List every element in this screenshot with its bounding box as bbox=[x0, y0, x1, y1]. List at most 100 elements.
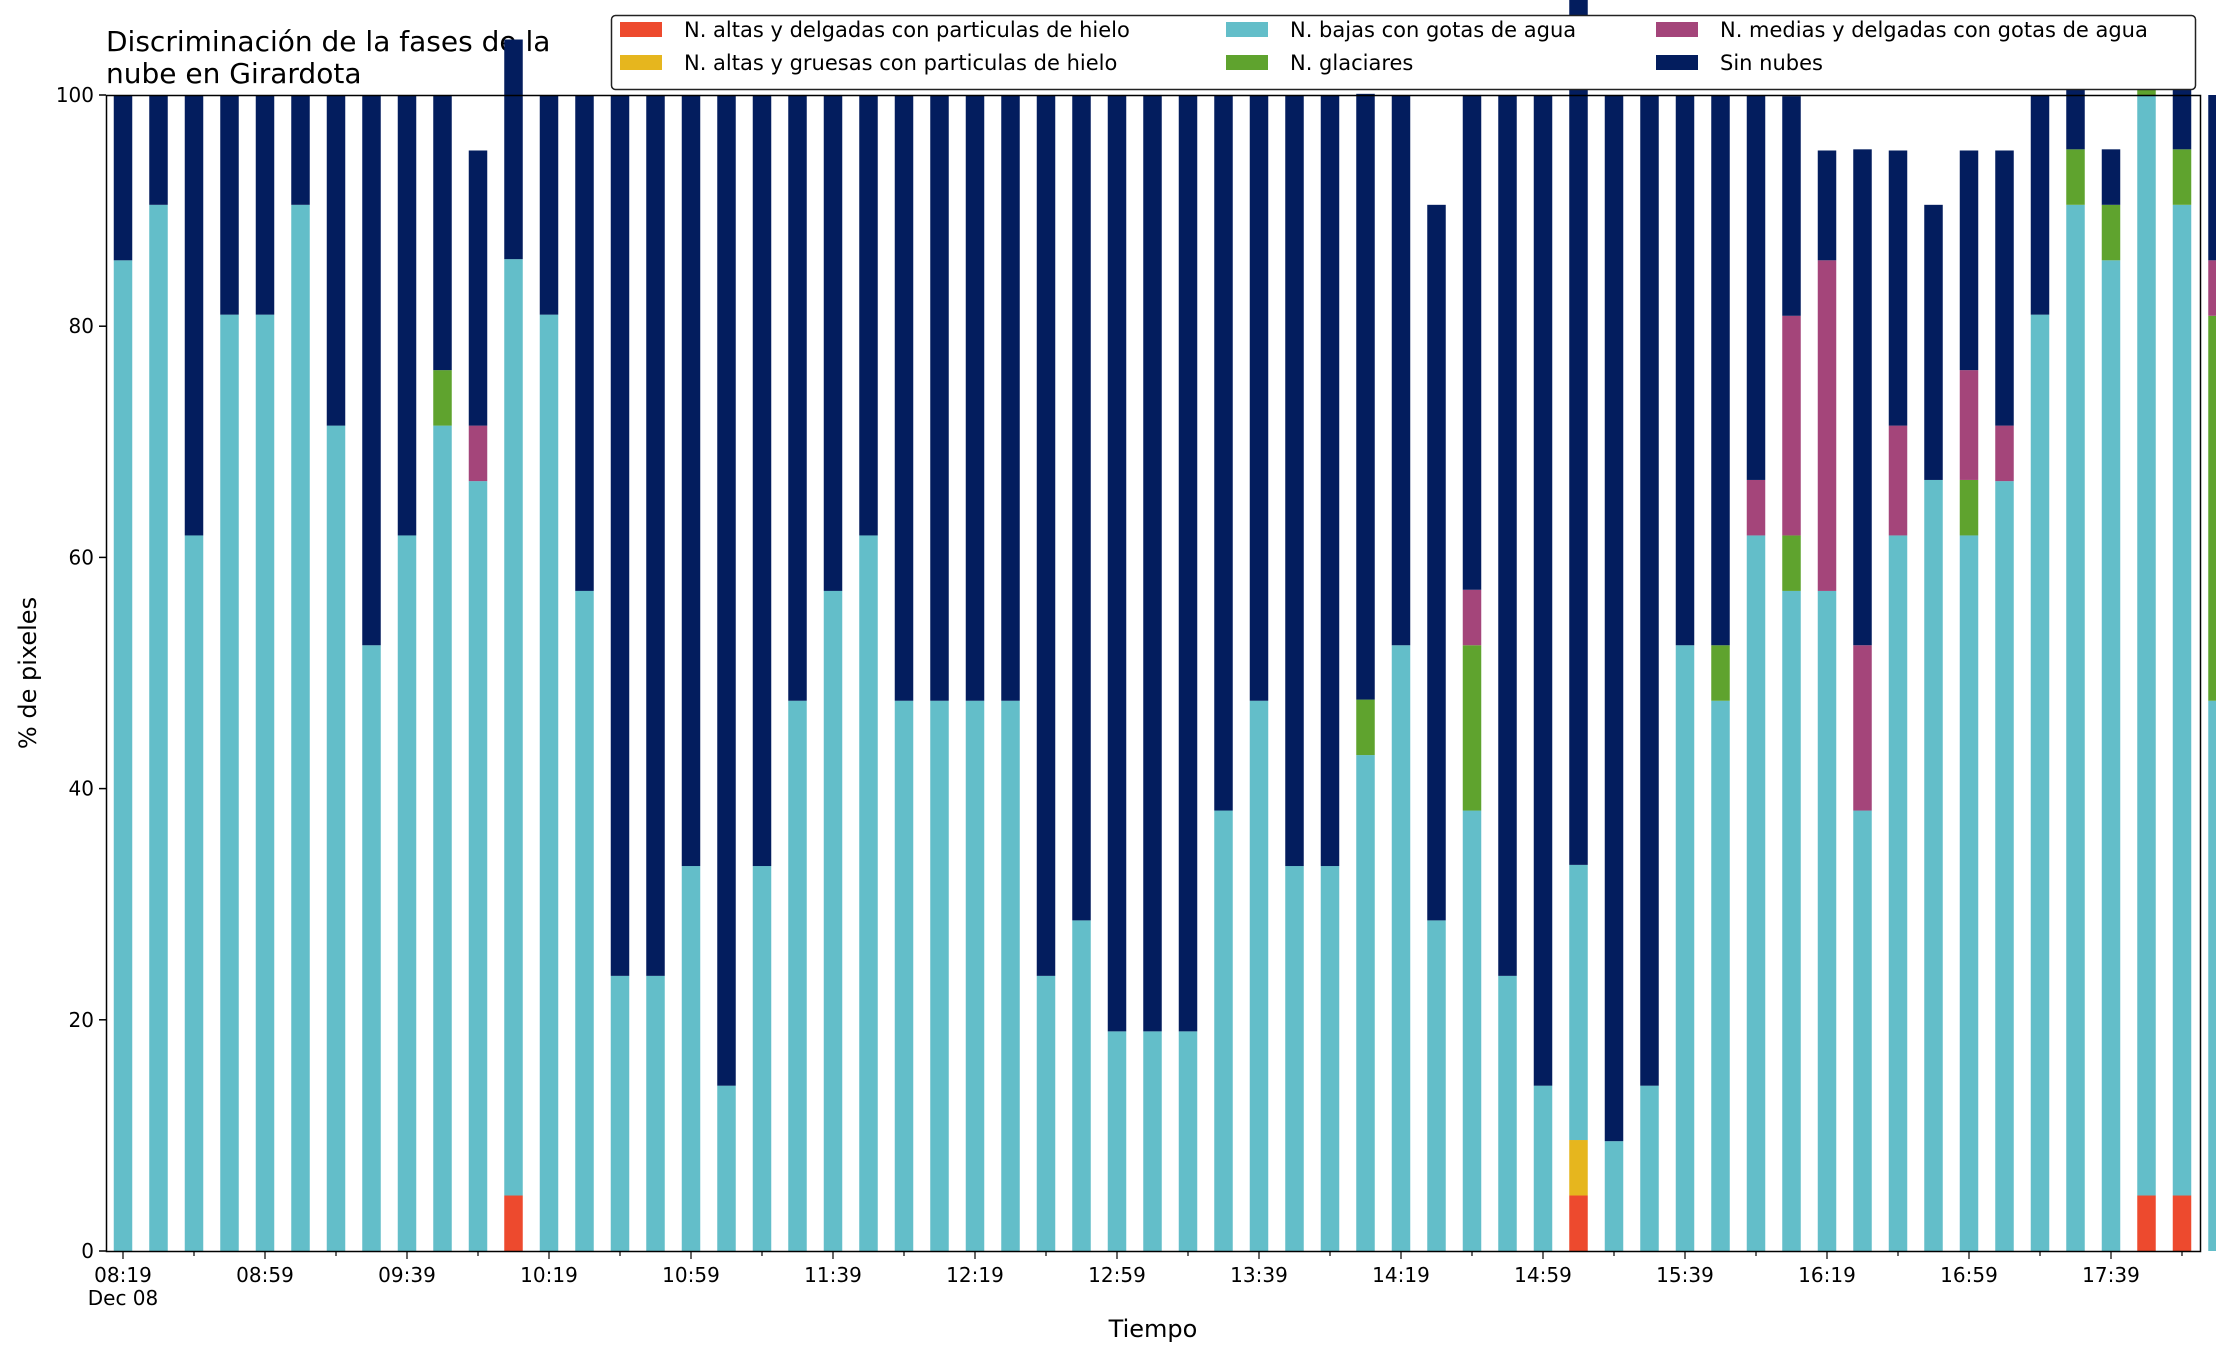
bar-segment-5-17 bbox=[717, 95, 736, 1086]
bar-segment-2-14 bbox=[610, 975, 630, 1251]
bar-segment-0-11 bbox=[504, 1195, 523, 1251]
bar-segment-2-37 bbox=[1427, 920, 1446, 1251]
x-tick-label-1: 08:59 bbox=[236, 1263, 294, 1287]
legend-swatch-2 bbox=[1226, 22, 1268, 37]
bar-segment-2-25 bbox=[1001, 700, 1020, 1251]
legend-swatch-4 bbox=[1656, 22, 1698, 37]
bar-segment-5-3 bbox=[220, 95, 239, 315]
bar-segment-4-10 bbox=[468, 425, 488, 482]
x-tick-sublabel: Dec 08 bbox=[88, 1286, 159, 1310]
bar-segment-3-56 bbox=[2101, 204, 2121, 261]
bar-segment-0-41 bbox=[1569, 1195, 1588, 1251]
bar-segment-5-13 bbox=[575, 95, 594, 591]
bar-segment-5-20 bbox=[823, 95, 843, 591]
bar-segment-2-59 bbox=[2208, 700, 2216, 1251]
bar-segment-2-11 bbox=[504, 259, 523, 1196]
bar-segment-3-47 bbox=[1782, 535, 1801, 591]
bar-segment-5-22 bbox=[894, 95, 914, 701]
bar-segment-5-47 bbox=[1782, 96, 1801, 316]
bar-segment-2-17 bbox=[717, 1085, 736, 1251]
bar-segment-5-53 bbox=[1995, 150, 2014, 426]
legend-label-2: N. bajas con gotas de agua bbox=[1290, 18, 1576, 42]
bar-segment-5-56 bbox=[2101, 149, 2121, 205]
x-tick-label-0: 08:19 bbox=[94, 1263, 152, 1287]
bar-segment-2-0 bbox=[113, 260, 133, 1251]
bar-segment-5-28 bbox=[1107, 95, 1127, 1032]
legend-swatch-5 bbox=[1656, 55, 1698, 70]
bar-segment-5-51 bbox=[1924, 204, 1943, 480]
plot-frame bbox=[105, 94, 2202, 1253]
bar-segment-4-46 bbox=[1746, 479, 1766, 536]
bar-segment-2-46 bbox=[1746, 535, 1766, 1251]
x-tick-label-6: 12:19 bbox=[946, 1263, 1004, 1287]
x-tick-label-2: 09:39 bbox=[378, 1263, 436, 1287]
bar-segment-5-34 bbox=[1320, 95, 1340, 867]
x-tick-label-11: 15:39 bbox=[1656, 1263, 1714, 1287]
legend-swatch-1 bbox=[620, 55, 662, 70]
x-tick-label-10: 14:59 bbox=[1514, 1263, 1572, 1287]
bar-segment-5-15 bbox=[646, 95, 665, 976]
bar-segment-2-44 bbox=[1675, 645, 1695, 1251]
bar-segment-2-8 bbox=[397, 535, 417, 1251]
x-axis: 08:19 08:59 09:39 10:19 10:59 11:39 12:19 12:59… bbox=[88, 1251, 2183, 1310]
bar-segment-5-59 bbox=[2208, 95, 2216, 261]
bar-segment-5-33 bbox=[1285, 95, 1304, 867]
legend-label-4: N. medias y delgadas con gotas de agua bbox=[1720, 18, 2148, 42]
bar-segment-5-35 bbox=[1356, 93, 1375, 700]
y-tick-label-4: 80 bbox=[69, 314, 94, 338]
x-tick-label-4: 10:59 bbox=[662, 1263, 720, 1287]
bar-segment-2-16 bbox=[681, 866, 701, 1251]
bar-segment-1-41 bbox=[1569, 1140, 1588, 1196]
bar-segment-2-23 bbox=[930, 700, 949, 1251]
bar-segment-2-41 bbox=[1569, 864, 1588, 1141]
bar-segment-2-56 bbox=[2101, 260, 2121, 1251]
bar-segment-5-32 bbox=[1249, 95, 1269, 701]
bar-segment-5-14 bbox=[610, 95, 630, 976]
bar-segment-2-40 bbox=[1533, 1085, 1553, 1251]
bar-segment-2-33 bbox=[1285, 866, 1304, 1251]
x-tick-label-5: 11:39 bbox=[804, 1263, 862, 1287]
bar-segment-4-53 bbox=[1995, 425, 2014, 482]
legend-frame bbox=[610, 14, 2197, 91]
bar-segment-5-25 bbox=[1001, 95, 1020, 701]
bar-segment-2-27 bbox=[1072, 920, 1091, 1251]
bar-segment-4-50 bbox=[1888, 425, 1908, 536]
bar-segment-2-57 bbox=[2137, 95, 2156, 1196]
bar-segment-2-26 bbox=[1036, 975, 1056, 1251]
bar-segment-5-54 bbox=[2030, 95, 2050, 315]
bar-segment-5-19 bbox=[788, 95, 807, 701]
x-tick-label-7: 12:59 bbox=[1088, 1263, 1146, 1287]
legend-label-1: N. altas y gruesas con particulas de hie… bbox=[684, 51, 1117, 75]
chart-title-line-1: Discriminación de la fases de la bbox=[106, 25, 550, 58]
x-tick-label-12: 16:19 bbox=[1798, 1263, 1856, 1287]
bar-segment-5-44 bbox=[1675, 95, 1695, 646]
bar-segment-4-59 bbox=[2208, 260, 2216, 316]
bar-segment-2-35 bbox=[1356, 755, 1375, 1251]
bar-segment-5-7 bbox=[362, 95, 381, 646]
x-tick-label-8: 13:39 bbox=[1230, 1263, 1288, 1287]
bar-segment-4-49 bbox=[1853, 645, 1872, 811]
bar-segment-3-9 bbox=[433, 370, 452, 426]
y-axis-label: % de pixeles bbox=[14, 597, 42, 749]
bar-segment-4-48 bbox=[1817, 260, 1837, 591]
bar-segment-2-54 bbox=[2030, 314, 2050, 1251]
bar-segment-2-47 bbox=[1782, 590, 1801, 1251]
legend-swatch-0 bbox=[620, 22, 662, 37]
bar-segment-5-45 bbox=[1711, 95, 1730, 646]
bar-segment-5-39 bbox=[1498, 95, 1517, 976]
bar-segment-5-24 bbox=[965, 95, 985, 701]
bar-segment-2-36 bbox=[1391, 645, 1411, 1251]
bar-segment-2-28 bbox=[1107, 1031, 1127, 1251]
bar-segment-3-58 bbox=[2172, 149, 2192, 205]
bar-segment-2-52 bbox=[1959, 535, 1979, 1251]
chart-title: Discriminación de la fases de la nube en… bbox=[106, 25, 550, 90]
bar-segment-2-9 bbox=[433, 425, 452, 1251]
bar-segment-2-49 bbox=[1853, 810, 1872, 1251]
bar-segment-2-50 bbox=[1888, 535, 1908, 1251]
bar-segment-2-30 bbox=[1178, 1031, 1198, 1251]
bar-segment-5-41 bbox=[1569, 0, 1588, 865]
bar-segment-3-35 bbox=[1356, 699, 1375, 756]
bar-segment-3-59 bbox=[2208, 315, 2216, 701]
bar-segment-5-29 bbox=[1143, 95, 1162, 1032]
